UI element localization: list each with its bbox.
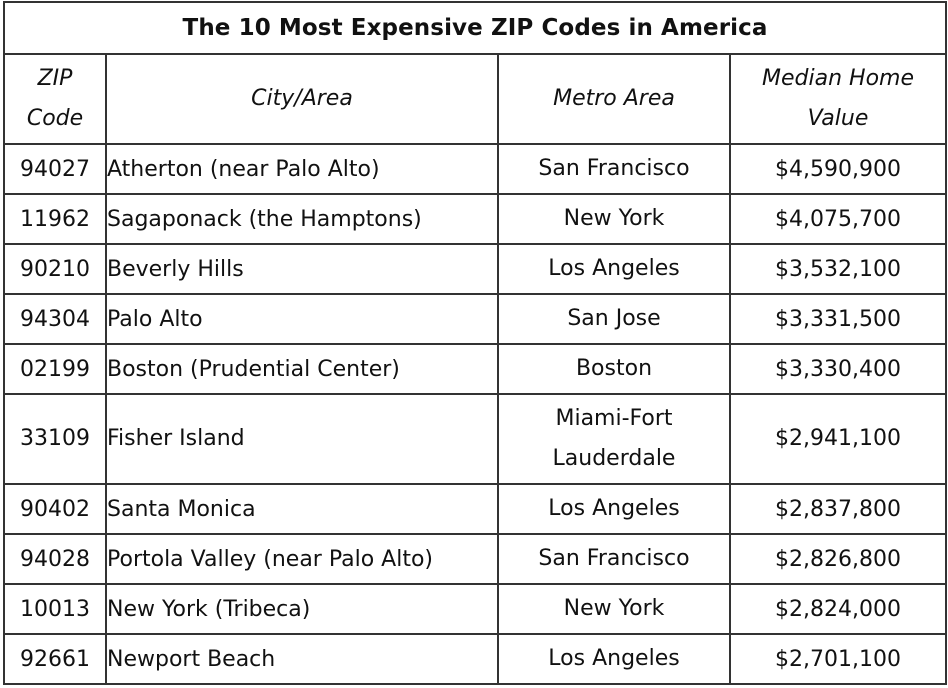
median-home-value-cell: $2,824,000 <box>728 583 948 635</box>
city-area-cell: Palo Alto <box>105 293 499 345</box>
metro-area-line: Miami-Fort <box>555 406 673 431</box>
metro-area-cell: Boston <box>497 343 731 395</box>
header-value-line-2: Value <box>807 106 869 131</box>
city-area-cell: New York (Tribeca) <box>105 583 499 635</box>
table-title: The 10 Most Expensive ZIP Codes in Ameri… <box>2 1 948 55</box>
table-row: 94027 Atherton (near Palo Alto) San Franci… <box>3 143 948 195</box>
zip-code-cell: 02199 <box>3 343 107 395</box>
zip-code-cell: 92661 <box>3 633 107 685</box>
city-area-cell: Sagaponack (the Hamptons) <box>105 193 499 245</box>
median-home-value-cell: $3,532,100 <box>728 243 948 295</box>
median-home-value-cell: $3,331,500 <box>728 293 948 345</box>
header-value-line-1: Median Home <box>762 66 915 91</box>
city-area-cell: Boston (Prudential Center) <box>105 343 499 395</box>
median-home-value-cell: $2,837,800 <box>728 483 948 535</box>
column-header-row: ZIP Code City/Area Metro Area Median Hom… <box>3 53 948 145</box>
city-area-cell: Beverly Hills <box>105 243 499 295</box>
city-area-cell: Santa Monica <box>105 483 499 535</box>
zip-code-cell: 94028 <box>3 533 107 585</box>
median-home-value-cell: $3,330,400 <box>728 343 948 395</box>
table-row: 11962 Sagaponack (the Hamptons) New York $4… <box>3 193 948 245</box>
zip-code-cell: 94304 <box>3 293 107 345</box>
median-home-value-cell: $4,075,700 <box>728 193 948 245</box>
zip-code-cell: 90210 <box>3 243 107 295</box>
table-row: 90402 Santa Monica Los Angeles $2,837,800 <box>3 483 948 535</box>
metro-area-cell: New York <box>497 193 731 245</box>
city-area-cell: Atherton (near Palo Alto) <box>105 143 499 195</box>
table-row: 10013 New York (Tribeca) New York $2,824,00… <box>3 583 948 635</box>
metro-area-cell: San Francisco <box>497 533 731 585</box>
zip-code-cell: 94027 <box>3 143 107 195</box>
column-header-median-home-value: Median Home Value <box>728 53 948 145</box>
table-body: 94027 Atherton (near Palo Alto) San Franci… <box>3 143 948 685</box>
median-home-value-cell: $2,826,800 <box>728 533 948 585</box>
metro-area-cell: Miami-Fort Lauderdale <box>497 393 731 485</box>
median-home-value-cell: $2,941,100 <box>728 393 948 485</box>
table-row: 94028 Portola Valley (near Palo Alto) San … <box>3 533 948 585</box>
table-row: 90210 Beverly Hills Los Angeles $3,532,100 <box>3 243 948 295</box>
city-area-cell: Fisher Island <box>105 393 499 485</box>
header-zip-line-2: Code <box>26 106 84 131</box>
column-header-city-area: City/Area <box>105 53 499 145</box>
zip-code-cell: 11962 <box>3 193 107 245</box>
metro-area-cell: New York <box>497 583 731 635</box>
column-header-metro-area: Metro Area <box>497 53 731 145</box>
header-zip-line-1: ZIP <box>37 66 73 91</box>
city-area-cell: Portola Valley (near Palo Alto) <box>105 533 499 585</box>
column-header-zip-code: ZIP Code <box>3 53 107 145</box>
zip-code-cell: 10013 <box>3 583 107 635</box>
table-row: 92661 Newport Beach Los Angeles $2,701,100 <box>3 633 948 685</box>
table-row: 02199 Boston (Prudential Center) Boston $3,… <box>3 343 948 395</box>
zip-code-cell: 33109 <box>3 393 107 485</box>
metro-area-cell: Los Angeles <box>497 243 731 295</box>
table-row: 94304 Palo Alto San Jose $3,331,500 <box>3 293 948 345</box>
metro-area-cell: Los Angeles <box>497 633 731 685</box>
metro-area-cell: San Francisco <box>497 143 731 195</box>
metro-area-line: Lauderdale <box>552 446 676 471</box>
zip-code-cell: 90402 <box>3 483 107 535</box>
city-area-cell: Newport Beach <box>105 633 499 685</box>
median-home-value-cell: $2,701,100 <box>728 633 948 685</box>
table-title-row: The 10 Most Expensive ZIP Codes in Ameri… <box>2 1 948 55</box>
metro-area-cell: Los Angeles <box>497 483 731 535</box>
median-home-value-cell: $4,590,900 <box>728 143 948 195</box>
table-row: 33109 Fisher Island Miami-Fort Lauderdale $2… <box>3 393 948 485</box>
metro-area-cell: San Jose <box>497 293 731 345</box>
